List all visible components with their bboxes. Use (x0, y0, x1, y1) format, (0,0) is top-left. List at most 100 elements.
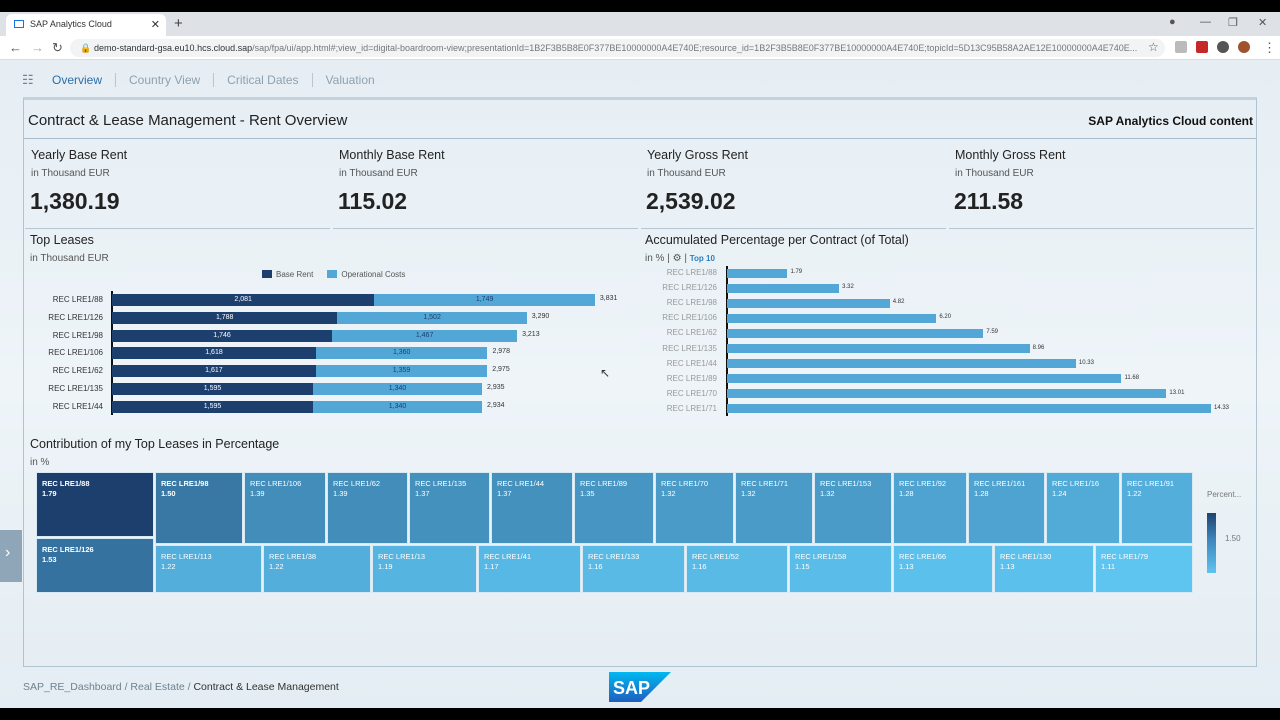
bar-base-rent[interactable] (112, 365, 316, 378)
tile-name: REC LRE1/91 (1127, 479, 1175, 488)
extensions-puzzle-icon[interactable] (1217, 41, 1229, 53)
browser-tab[interactable]: SAP Analytics Cloud ✕ (6, 14, 166, 36)
bar-base-rent[interactable] (112, 383, 314, 395)
bar-base-rent[interactable] (112, 329, 333, 342)
tab-country-view[interactable]: Country View (116, 73, 215, 87)
data-label: 2,081 (234, 296, 252, 303)
category-label: REC LRE1/88 (666, 268, 717, 277)
tile-value: 1.79 (42, 489, 57, 498)
bar-operational-costs[interactable] (337, 311, 527, 324)
bar-accumulated[interactable] (727, 344, 1030, 353)
bar-accumulated[interactable] (727, 268, 788, 278)
tile-value: 1.22 (1127, 489, 1142, 498)
treemap-tile[interactable]: REC LRE1/52 1.16 (686, 545, 788, 593)
bar-operational-costs[interactable] (315, 365, 488, 378)
profile-icon[interactable]: ● (1169, 16, 1176, 28)
filter-icon[interactable]: ⚙ (672, 253, 682, 264)
treemap-tile[interactable]: REC LRE1/16 1.24 (1046, 472, 1120, 544)
treemap-tile[interactable]: REC LRE1/41 1.17 (478, 545, 581, 593)
top-n-filter[interactable]: Top 10 (689, 254, 715, 263)
close-window-button[interactable]: ✕ (1258, 17, 1268, 29)
tile-value: 1.35 (580, 489, 595, 498)
new-tab-button[interactable]: + (174, 15, 183, 32)
breadcrumb-item[interactable]: SAP_RE_Dashboard (23, 681, 122, 693)
tile-name: REC LRE1/38 (269, 552, 317, 561)
bar-accumulated[interactable] (727, 283, 840, 293)
bar-operational-costs[interactable] (313, 400, 483, 413)
category-label: REC LRE1/44 (52, 401, 103, 411)
back-button[interactable]: ← (9, 40, 22, 55)
extension-icon[interactable] (1175, 41, 1187, 53)
tab-critical-dates[interactable]: Critical Dates (214, 73, 313, 87)
bookmark-star-icon[interactable]: ☆ (1148, 40, 1159, 54)
treemap-tile[interactable]: REC LRE1/88 1.79 (36, 472, 154, 537)
treemap-tile[interactable]: REC LRE1/44 1.37 (491, 472, 573, 544)
tile-value: 1.32 (741, 489, 756, 498)
bar-base-rent[interactable] (112, 347, 316, 360)
treemap-tile[interactable]: REC LRE1/135 1.37 (409, 472, 490, 544)
color-legend-title: Percent... (1207, 490, 1242, 499)
treemap-tile[interactable]: REC LRE1/153 1.32 (814, 472, 892, 544)
treemap-tile[interactable]: REC LRE1/13 1.19 (372, 545, 477, 593)
bar-base-rent[interactable] (112, 400, 314, 413)
treemap-tile[interactable]: REC LRE1/161 1.28 (968, 472, 1045, 544)
close-tab-icon[interactable]: ✕ (150, 19, 160, 31)
treemap-tile[interactable]: REC LRE1/130 1.13 (994, 545, 1094, 593)
bar-base-rent[interactable] (112, 311, 338, 324)
treemap-tile[interactable]: REC LRE1/98 1.50 (155, 472, 243, 544)
category-label: REC LRE1/62 (666, 328, 717, 338)
bar-accumulated[interactable] (727, 374, 1122, 384)
browser-menu-icon[interactable]: ⋮ (1263, 40, 1276, 55)
bar-operational-costs[interactable] (332, 329, 518, 342)
legend-base-rent[interactable]: Base Rent (262, 270, 313, 279)
tile-value: 1.22 (161, 562, 176, 571)
treemap-tile[interactable]: REC LRE1/71 1.32 (735, 472, 813, 544)
bar-accumulated[interactable] (727, 298, 890, 308)
treemap-tile[interactable]: REC LRE1/70 1.32 (655, 472, 734, 544)
treemap-tile[interactable]: REC LRE1/89 1.35 (574, 472, 654, 544)
breadcrumb-item[interactable]: Real Estate (130, 681, 185, 693)
expand-panel-button[interactable]: › (0, 530, 22, 582)
data-label: 13.01 (1169, 389, 1185, 396)
tab-valuation[interactable]: Valuation (325, 73, 375, 87)
bar-operational-costs[interactable] (374, 294, 595, 306)
treemap-tile[interactable]: REC LRE1/91 1.22 (1121, 472, 1193, 544)
tile-value: 1.32 (661, 489, 676, 498)
treemap-tile[interactable]: REC LRE1/66 1.13 (893, 545, 993, 593)
treemap-tile[interactable]: REC LRE1/158 1.15 (789, 545, 892, 593)
bar-operational-costs[interactable] (313, 383, 483, 395)
url-input[interactable]: 🔒 demo-standard-gsa.eu10.hcs.cloud.sap/sa… (70, 39, 1165, 57)
treemap-tile[interactable]: REC LRE1/106 1.39 (244, 472, 326, 544)
reload-button[interactable]: ↻ (52, 40, 63, 55)
total-label: 3,290 (531, 312, 550, 320)
forward-button[interactable]: → (31, 40, 44, 55)
pdf-extension-icon[interactable] (1196, 41, 1208, 53)
bar-base-rent[interactable] (112, 294, 375, 306)
menu-icon[interactable]: ☷ (22, 72, 34, 87)
data-label: 1,467 (415, 331, 434, 339)
bar-accumulated[interactable] (727, 359, 1076, 369)
treemap-tile[interactable]: REC LRE1/38 1.22 (263, 545, 371, 593)
tab-overview[interactable]: Overview (52, 73, 117, 87)
tile-value: 1.22 (269, 562, 284, 571)
avatar[interactable] (1238, 41, 1250, 53)
tile-value: 1.37 (415, 489, 430, 498)
tile-name: REC LRE1/16 (1052, 479, 1100, 488)
treemap-tile[interactable]: REC LRE1/113 1.22 (155, 545, 262, 593)
data-label: 14.33 (1214, 404, 1230, 411)
maximize-button[interactable]: ❐ (1228, 17, 1238, 29)
treemap-tile[interactable]: REC LRE1/133 1.16 (582, 545, 685, 593)
cursor-icon: ↖ (600, 366, 611, 380)
treemap-tile[interactable]: REC LRE1/126 1.53 (36, 538, 154, 593)
treemap-tile[interactable]: REC LRE1/79 1.11 (1095, 545, 1193, 593)
minimize-button[interactable]: — (1200, 16, 1211, 28)
bar-accumulated[interactable] (727, 389, 1167, 399)
treemap-tile[interactable]: REC LRE1/92 1.28 (893, 472, 967, 544)
legend-operational-costs[interactable]: Operational Costs (327, 270, 405, 279)
data-label: 1,502 (423, 313, 441, 321)
bar-operational-costs[interactable] (315, 347, 488, 360)
treemap-tile[interactable]: REC LRE1/62 1.39 (327, 472, 408, 544)
bar-accumulated[interactable] (727, 313, 937, 323)
bar-accumulated[interactable] (727, 404, 1211, 414)
bar-accumulated[interactable] (727, 328, 984, 338)
